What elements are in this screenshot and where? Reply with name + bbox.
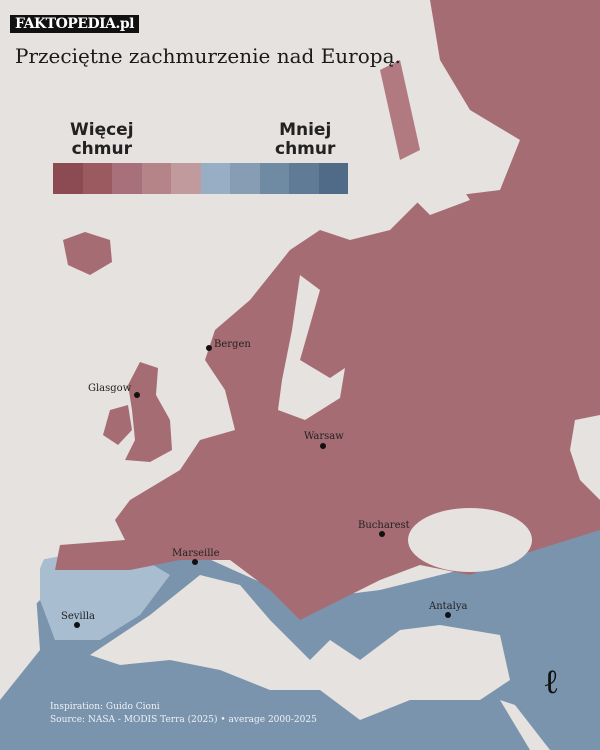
legend-color-scale (53, 163, 348, 194)
credit-source: Source: NASA - MODIS Terra (2025) • aver… (50, 715, 317, 725)
city-dot-bucharest (379, 531, 385, 537)
main-europe-land (55, 0, 600, 620)
city-label-bergen: Bergen (214, 339, 251, 350)
city-label-sevilla: Sevilla (61, 611, 95, 622)
legend-less-label-1: Mniej (279, 120, 332, 140)
signature-mark-icon: ℓ (543, 662, 560, 702)
legend-more-clouds: Więcej chmur (70, 121, 134, 159)
caspian-sea (570, 415, 600, 500)
black-sea (408, 508, 532, 572)
legend-swatch-1 (53, 163, 83, 194)
legend-swatch-2 (82, 163, 112, 194)
city-dot-sevilla (74, 622, 80, 628)
legend-swatch-10 (318, 163, 348, 194)
city-dot-glasgow (134, 392, 140, 398)
ireland (103, 405, 132, 445)
credit-inspiration: Inspiration: Guido Cioni (50, 702, 160, 712)
city-label-antalya: Antalya (429, 601, 468, 612)
atlantic-sea (0, 300, 70, 700)
city-label-marseille: Marseille (172, 548, 220, 559)
city-dot-antalya (445, 612, 451, 618)
north-russia-land (380, 60, 420, 160)
mediterranean-sea (90, 575, 510, 720)
legend-swatch-4 (141, 163, 171, 194)
legend-swatch-3 (112, 163, 142, 194)
great-britain (125, 362, 172, 462)
red-sea (500, 700, 550, 750)
city-label-bucharest: Bucharest (358, 520, 410, 531)
legend-less-label-2: chmur (275, 139, 336, 159)
legend-swatch-5 (171, 163, 201, 194)
legend-more-label-1: Więcej (70, 120, 134, 140)
legend-swatch-7 (230, 163, 260, 194)
city-dot-bergen (206, 345, 212, 351)
city-label-warsaw: Warsaw (304, 431, 344, 442)
white-sea (400, 170, 470, 215)
legend-swatch-8 (259, 163, 289, 194)
city-dot-warsaw (320, 443, 326, 449)
baltic-sea (278, 275, 345, 420)
legend-swatch-9 (289, 163, 319, 194)
brand-logo: FAKTOPEDIA.pl (10, 15, 139, 33)
city-dot-marseille (192, 559, 198, 565)
page-title: Przeciętne zachmurzenie nad Europą. (15, 44, 401, 68)
legend-swatch-6 (200, 163, 230, 194)
city-label-glasgow: Glasgow (88, 383, 132, 394)
iceland (63, 232, 112, 275)
legend-less-clouds: Mniej chmur (275, 121, 335, 159)
legend-more-label-2: chmur (71, 139, 132, 159)
